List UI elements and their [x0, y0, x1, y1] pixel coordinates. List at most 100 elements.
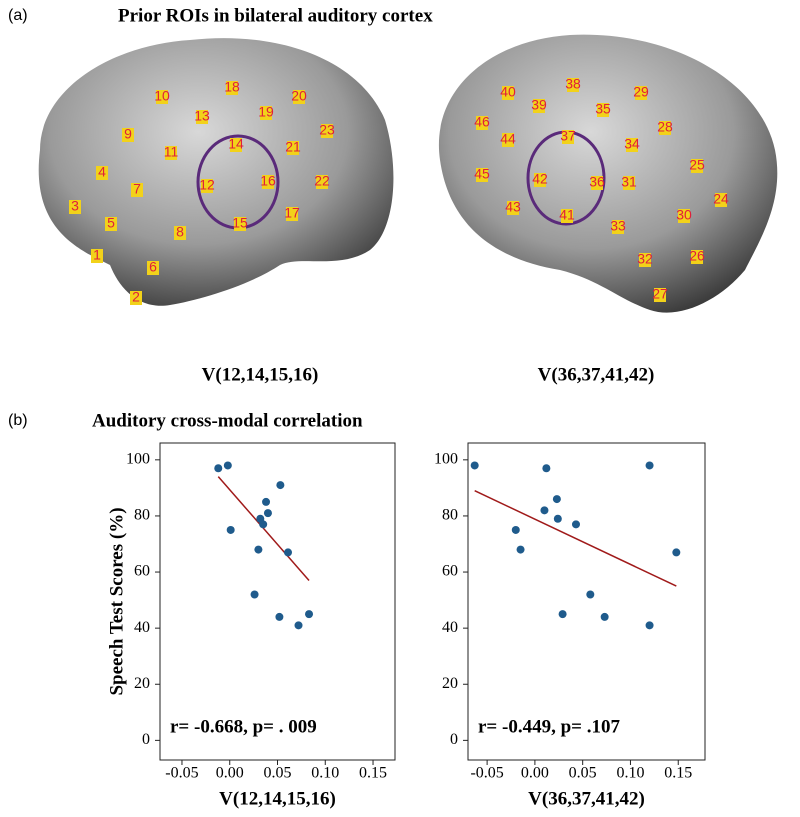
roi-label: 18 [224, 79, 240, 95]
roi-marker [201, 179, 213, 193]
roi-marker [156, 90, 168, 104]
y-tick-label: 40 [442, 619, 458, 636]
roi-marker [691, 250, 703, 264]
roi-marker [122, 128, 134, 142]
roi-label: 24 [713, 191, 729, 207]
roi-label: 11 [164, 144, 179, 160]
panel-label: (a) [8, 7, 28, 24]
data-point [645, 621, 654, 630]
x-tick-label: 0.05 [264, 765, 292, 782]
y-tick-label: 80 [134, 507, 150, 524]
roi-label: 9 [124, 126, 132, 142]
roi-marker [91, 249, 103, 263]
roi-label: 42 [532, 171, 548, 187]
roi-label: 43 [505, 199, 521, 215]
roi-label: 23 [319, 122, 335, 138]
roi-label: 10 [154, 88, 170, 104]
roi-marker [623, 176, 635, 190]
roi-marker [659, 121, 671, 135]
roi-label: 28 [657, 119, 673, 135]
roi-marker [561, 209, 573, 223]
data-point [511, 525, 520, 534]
panel-title: Prior ROIs in bilateral auditory cortex [118, 5, 433, 26]
data-point [672, 548, 681, 557]
data-point [263, 509, 272, 518]
roi-label: 40 [500, 84, 516, 100]
roi-marker [69, 200, 81, 214]
roi-marker [174, 226, 186, 240]
roi-marker [626, 138, 638, 152]
roi-marker [130, 291, 142, 305]
roi-marker [654, 288, 666, 302]
fit-line [474, 490, 677, 587]
data-point [516, 545, 525, 554]
roi-label: 30 [676, 207, 692, 223]
data-point [542, 464, 551, 473]
x-tick-label: 0.00 [521, 765, 549, 782]
data-point [470, 461, 479, 470]
y-tick-label: 40 [134, 619, 150, 636]
roi-marker [476, 116, 488, 130]
y-tick-label: 0 [450, 731, 458, 748]
roi-marker [105, 217, 117, 231]
y-tick-label: 20 [442, 675, 458, 692]
roi-marker [562, 130, 574, 144]
panel-title: Auditory cross-modal correlation [92, 410, 363, 431]
roi-label: 39 [531, 97, 547, 113]
x-tick-label: 0.00 [216, 765, 244, 782]
roi-label: 33 [610, 218, 626, 234]
roi-label: 22 [314, 173, 330, 189]
roi-marker [96, 166, 108, 180]
data-point [571, 520, 580, 529]
roi-marker [591, 176, 603, 190]
data-point [645, 461, 654, 470]
y-tick-label: 60 [134, 563, 150, 580]
roi-marker [639, 253, 651, 267]
brain-right [438, 34, 778, 313]
roi-marker [286, 207, 298, 221]
roi-marker [534, 173, 546, 187]
roi-label: 34 [624, 136, 640, 152]
roi-label: 45 [474, 166, 490, 182]
roi-label: 35 [595, 101, 611, 117]
y-tick-label: 100 [126, 451, 150, 468]
roi-label: 32 [637, 251, 653, 267]
roi-label: 29 [633, 84, 649, 100]
data-point [254, 545, 263, 554]
x-tick-label: 0.10 [311, 765, 339, 782]
roi-label: 36 [589, 174, 605, 190]
roi-label: 14 [228, 136, 244, 152]
roi-label: 37 [560, 128, 576, 144]
data-point [552, 495, 561, 504]
roi-marker [597, 103, 609, 117]
roi-label: 4 [98, 164, 106, 180]
roi-label: 26 [689, 248, 705, 264]
brain-caption: V(36,37,41,42) [538, 364, 655, 385]
roi-marker [678, 209, 690, 223]
roi-label: 17 [284, 205, 300, 221]
data-point [553, 514, 562, 523]
x-axis-label: V(12,14,15,16) [219, 788, 336, 809]
data-point [305, 610, 314, 619]
roi-marker [502, 86, 514, 100]
roi-marker [262, 175, 274, 189]
plot-frame [159, 442, 396, 761]
roi-label: 12 [199, 177, 215, 193]
data-point [540, 506, 549, 515]
annotation: r= -0.449, p= .107 [478, 716, 620, 737]
x-tick-label: -0.05 [165, 765, 198, 782]
roi-marker [131, 183, 143, 197]
roi-marker [293, 90, 305, 104]
y-tick-label: 80 [442, 507, 458, 524]
roi-marker [507, 201, 519, 215]
data-point [250, 590, 259, 599]
roi-marker [691, 159, 703, 173]
roi-marker [476, 168, 488, 182]
roi-label: 2 [132, 289, 140, 305]
x-axis-label: V(36,37,41,42) [528, 788, 645, 809]
roi-marker [321, 124, 333, 138]
roi-label: 15 [232, 215, 248, 231]
data-point [226, 525, 235, 534]
roi-marker [196, 110, 208, 124]
panel-label: (b) [8, 412, 28, 429]
